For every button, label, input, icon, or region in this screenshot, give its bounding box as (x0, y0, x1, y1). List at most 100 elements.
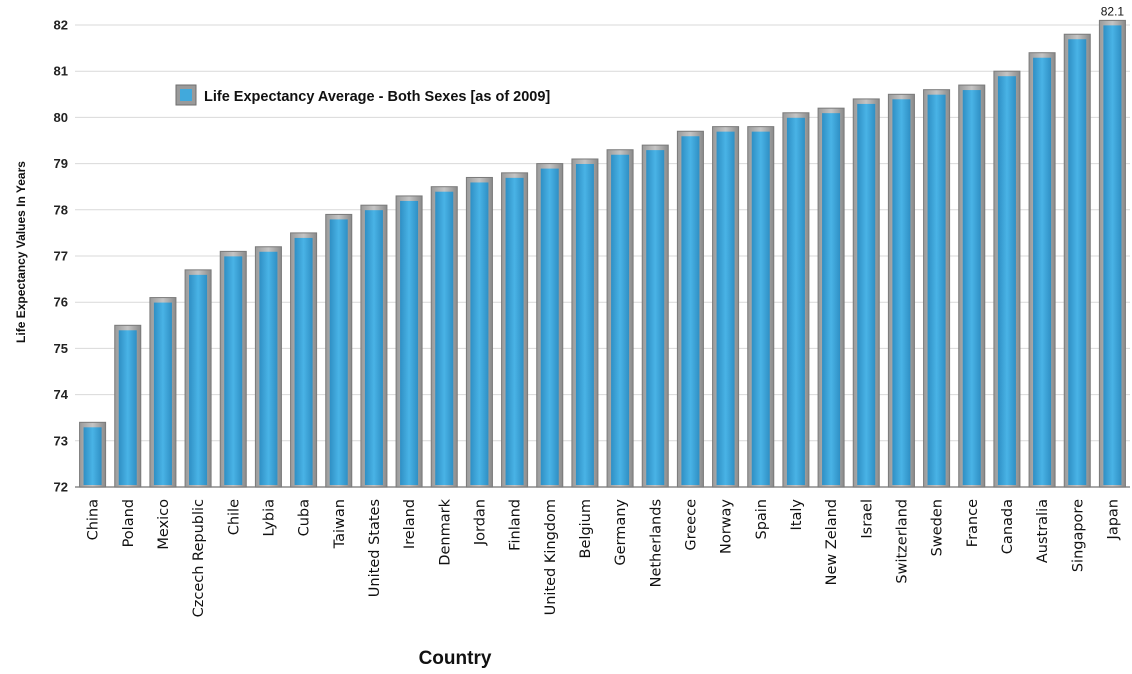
bar-fill (1103, 25, 1122, 485)
bar-fill (1068, 39, 1087, 486)
x-tick-label: United States (367, 499, 383, 597)
bar-fill (716, 131, 735, 485)
bar-fill (83, 427, 102, 485)
bar-fill (1033, 57, 1052, 485)
bar (254, 246, 282, 488)
x-axis-title: Country (419, 648, 492, 669)
bar (817, 107, 845, 488)
bar-fill (329, 219, 348, 486)
bar-fill (400, 200, 419, 485)
y-tick-label: 72 (54, 480, 68, 495)
y-tick-label: 81 (54, 64, 68, 79)
x-tick-label: Singapore (1070, 499, 1086, 572)
x-tick-label: Belgium (578, 499, 594, 558)
x-tick-label: France (965, 499, 981, 547)
y-tick-label: 75 (54, 341, 68, 356)
bar-fill (892, 99, 911, 486)
y-tick-label: 76 (54, 295, 68, 310)
x-tick-label: Israel (859, 499, 875, 539)
bar-fill (470, 182, 489, 485)
bar-fill (435, 191, 454, 485)
bar (430, 186, 458, 488)
bar-fill (997, 76, 1016, 485)
bar-fill (962, 90, 981, 485)
bar-fill (611, 154, 630, 486)
x-tick-label: Poland (121, 499, 137, 547)
bar-fill (822, 113, 841, 485)
bar-fill (294, 237, 313, 485)
bar-fill (364, 210, 383, 485)
bar (501, 172, 529, 488)
bar-fill (540, 168, 559, 485)
x-tick-label: Denmark (437, 498, 453, 565)
bar (114, 324, 142, 488)
bar (712, 126, 740, 488)
bar (958, 84, 986, 488)
bar-fill (259, 251, 278, 485)
bar-fill (646, 150, 665, 485)
bar-fill (224, 256, 243, 485)
bar (325, 213, 353, 488)
x-tick-label: Lybia (261, 499, 277, 536)
bar (747, 126, 775, 488)
bar (360, 204, 388, 488)
x-tick-label: Taiwan (332, 499, 348, 549)
x-tick-label: Germany (613, 499, 629, 566)
legend: Life Expectancy Average - Both Sexes [as… (175, 84, 550, 106)
x-tick-label: Spain (754, 499, 770, 540)
y-tick-label: 79 (54, 156, 68, 171)
bar-fill (857, 103, 876, 486)
y-tick-label: 73 (54, 433, 68, 448)
bar (1028, 52, 1056, 488)
x-tick-label: New Zeland (824, 499, 840, 585)
x-tick-label: Chile (226, 499, 242, 535)
bar-fill (189, 274, 208, 485)
y-tick-label: 78 (54, 202, 68, 217)
bar-fill (751, 131, 770, 485)
bar (641, 144, 669, 488)
x-tick-label: Canada (1000, 499, 1016, 554)
y-axis-title: Life Expectancy Values In Years (14, 161, 28, 343)
x-tick-label: Ireland (402, 499, 418, 549)
x-tick-label: China (86, 499, 102, 540)
x-axis-ticks: China Poland Mexico Czcech Republic Chile Lyb… (86, 498, 1122, 617)
bar (571, 158, 599, 488)
bar (184, 269, 212, 488)
y-axis-ticks: 72 73 74 75 76 77 78 79 80 81 82 (54, 18, 69, 495)
bar (219, 250, 247, 488)
bar (395, 195, 423, 488)
bar (1063, 33, 1091, 488)
x-tick-label: United Kingdom (543, 499, 559, 615)
bar-fill (575, 163, 594, 486)
bar-fill (153, 302, 172, 485)
bar (79, 421, 107, 488)
x-tick-label: Sweden (930, 499, 946, 556)
bar-fill (505, 177, 524, 485)
bar (887, 93, 915, 488)
bar (852, 98, 880, 488)
bar (1098, 19, 1126, 488)
data-label: 82.1 (1101, 4, 1125, 18)
x-tick-label: Netherlands (648, 499, 664, 587)
bar (676, 130, 704, 488)
bar (465, 176, 493, 488)
y-tick-label: 82 (54, 18, 68, 33)
x-tick-label: Japan (1105, 499, 1121, 540)
bar (149, 297, 177, 488)
x-tick-label: Finland (508, 499, 524, 551)
x-tick-label: Cuba (297, 499, 313, 536)
bar (923, 89, 951, 488)
y-tick-label: 74 (54, 387, 69, 402)
data-labels: 82.1 (1101, 4, 1125, 18)
bar (782, 112, 810, 488)
x-tick-label: Italy (789, 499, 805, 531)
bar (290, 232, 318, 488)
y-tick-label: 77 (54, 249, 68, 264)
legend-swatch (180, 89, 192, 101)
y-tick-label: 80 (54, 110, 68, 125)
bar-fill (118, 330, 137, 485)
x-tick-label: Switzerland (894, 499, 910, 584)
x-tick-label: Jordan (472, 499, 488, 546)
x-tick-label: Australia (1035, 499, 1051, 563)
